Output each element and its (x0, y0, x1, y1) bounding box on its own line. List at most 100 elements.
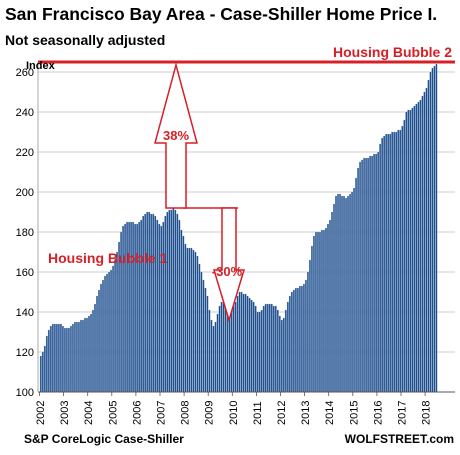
bar (240, 291, 243, 393)
bar (280, 319, 283, 393)
bar (78, 321, 80, 393)
bar (182, 235, 185, 393)
bar (369, 155, 372, 393)
bar (395, 131, 398, 393)
bar (130, 221, 133, 393)
bar (242, 293, 245, 393)
x-tick-label: 2013 (300, 401, 312, 425)
x-tick-label: 2004 (83, 401, 95, 425)
bar (367, 157, 370, 393)
bar (304, 279, 307, 393)
y-tick-label: 220 (16, 147, 34, 159)
bar (405, 111, 408, 393)
bar (411, 107, 414, 393)
bar (397, 129, 400, 393)
bar (108, 271, 110, 393)
bar (206, 295, 209, 393)
bar (114, 259, 116, 393)
bar (67, 327, 70, 393)
bar (391, 131, 394, 393)
bar (208, 309, 211, 393)
bar (403, 119, 406, 393)
bar (63, 327, 66, 393)
bar (385, 133, 388, 393)
y-axis-label: Index (26, 60, 56, 72)
bar (389, 133, 392, 393)
bar (250, 299, 253, 393)
x-tick-label: 2010 (228, 401, 240, 425)
bar (377, 151, 380, 393)
rise-label: 38% (163, 128, 189, 143)
bar (260, 309, 263, 393)
x-tick-label: 2007 (156, 401, 168, 425)
bar (339, 193, 341, 393)
bar (116, 251, 119, 393)
bar (427, 79, 430, 393)
y-tick-label: 200 (16, 187, 34, 199)
bar (333, 203, 335, 393)
bar (284, 309, 287, 393)
bar (238, 291, 241, 393)
bar (341, 195, 343, 393)
up-arrow (154, 62, 198, 209)
bar (100, 283, 102, 393)
bar (82, 319, 84, 393)
bar (363, 157, 366, 393)
bar (355, 177, 357, 393)
bar (246, 295, 249, 393)
bar (218, 305, 221, 393)
x-tick-label: 2018 (421, 401, 433, 425)
bar (214, 321, 217, 393)
bar (194, 251, 197, 393)
bar (383, 135, 386, 393)
x-tick-label: 2005 (107, 401, 119, 425)
bar (248, 297, 251, 393)
bar (252, 301, 255, 393)
bar (212, 325, 215, 393)
bar (192, 249, 195, 393)
x-tick-label: 2017 (397, 401, 409, 425)
bar (409, 109, 412, 393)
bar (419, 99, 422, 393)
bar (347, 195, 349, 393)
x-tick-label: 2011 (252, 401, 264, 425)
bar (359, 161, 362, 393)
bar (361, 159, 364, 393)
bar (47, 329, 50, 393)
y-tick-label: 140 (16, 307, 34, 319)
bar (196, 255, 199, 393)
bar (94, 303, 96, 393)
bar (264, 303, 267, 393)
bar (335, 195, 337, 393)
bar (110, 269, 112, 393)
bar (39, 355, 42, 393)
bar (313, 235, 315, 393)
bar (256, 311, 259, 393)
bar (216, 313, 219, 393)
bar (331, 211, 333, 393)
bar (152, 213, 155, 393)
bar (57, 323, 60, 393)
y-tick-label: 100 (16, 387, 34, 399)
bar (204, 287, 207, 393)
bar (170, 209, 173, 393)
x-tick-label: 2009 (204, 401, 216, 425)
bar (178, 219, 181, 393)
bar (381, 137, 384, 393)
bar (423, 91, 426, 393)
bar (311, 245, 313, 393)
bar (244, 293, 247, 393)
bar (190, 247, 193, 393)
bar (272, 305, 275, 393)
bar (393, 131, 396, 393)
bar (315, 231, 317, 393)
bar (166, 211, 169, 393)
bar-series (39, 63, 438, 393)
bar (421, 95, 424, 393)
bar (417, 101, 420, 393)
bar (174, 209, 177, 393)
bar (399, 129, 402, 393)
bar (172, 207, 175, 393)
bar (317, 231, 319, 393)
axes: 100 120 140 160 180 200 220 240 260 2002 2003 2004 2… (16, 62, 455, 425)
